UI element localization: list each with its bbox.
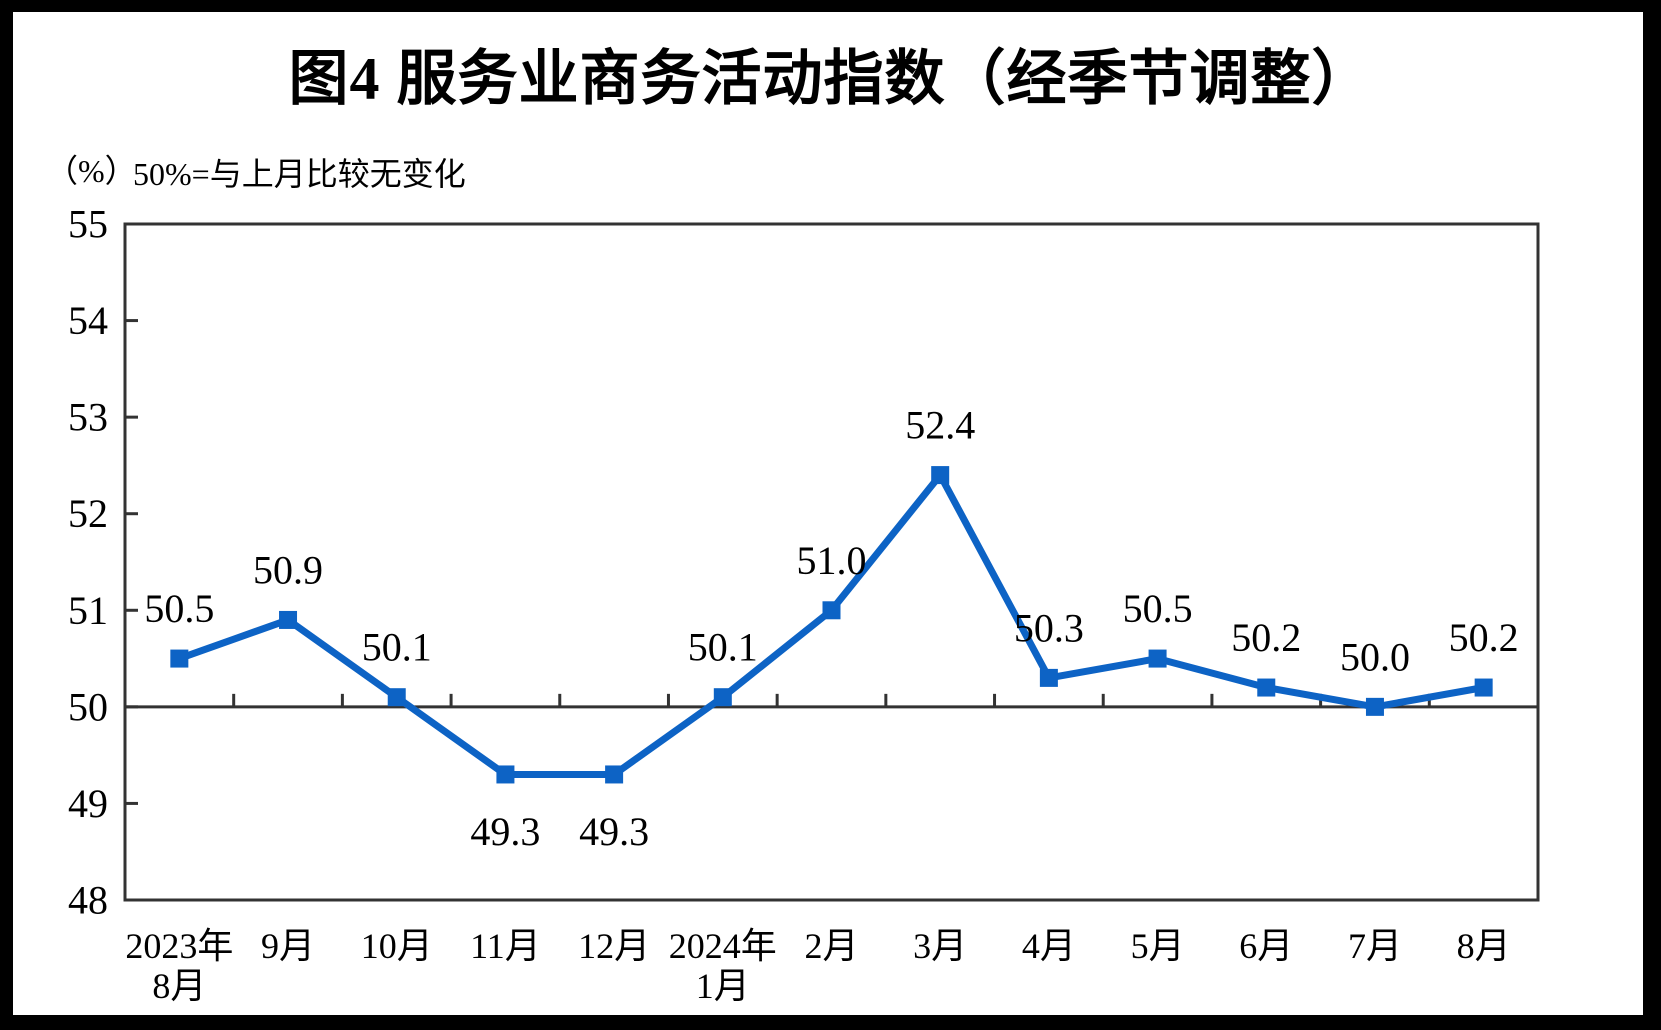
y-axis-label: 48: [68, 878, 108, 923]
page-background: [13, 12, 1643, 1015]
data-point-label: 50.1: [362, 625, 432, 670]
data-point-marker: [1257, 678, 1276, 697]
data-point-marker: [279, 610, 298, 629]
plot-border: [123, 222, 1540, 902]
data-point-label: 50.0: [1340, 634, 1410, 679]
data-point-label: 50.9: [253, 547, 323, 592]
data-point-marker: [605, 765, 624, 784]
y-axis-label: 52: [68, 491, 108, 536]
y-axis-label: 51: [68, 588, 108, 633]
y-axis-label: 54: [68, 298, 108, 343]
y-axis-label: 49: [68, 781, 108, 826]
data-point-marker: [1474, 678, 1493, 697]
data-point-label: 51.0: [797, 538, 867, 583]
data-point-marker: [822, 601, 841, 620]
data-point-label: 50.5: [144, 586, 214, 631]
data-point-marker: [496, 765, 515, 784]
data-point-marker: [931, 466, 950, 485]
y-axis-label: 53: [68, 395, 108, 440]
data-point-marker: [1148, 649, 1167, 668]
data-point-label: 52.4: [905, 403, 975, 448]
x-axis-label: 3月: [913, 926, 967, 966]
x-axis-label: 9月: [261, 926, 315, 966]
data-point-marker: [713, 688, 732, 707]
x-axis-label: 10月: [361, 926, 433, 966]
data-point-label: 50.2: [1449, 615, 1519, 660]
x-axis-label: 2024年 1月: [669, 926, 777, 1006]
x-axis-label: 8月: [1457, 926, 1511, 966]
y-axis-label: 55: [68, 202, 108, 247]
x-axis-label: 6月: [1239, 926, 1293, 966]
data-point-marker: [387, 688, 406, 707]
data-point-label: 50.2: [1231, 615, 1301, 660]
x-axis-label: 7月: [1348, 926, 1402, 966]
x-axis-label: 11月: [470, 926, 541, 966]
reference-line-note: 50%=与上月比较无变化: [133, 156, 466, 192]
y-axis-label: 50: [68, 684, 108, 729]
x-axis-label: 12月: [578, 926, 650, 966]
data-point-marker: [1039, 668, 1058, 687]
data-point-label: 50.1: [688, 625, 758, 670]
x-axis-label: 2023年 8月: [125, 926, 233, 1006]
data-point-label: 49.3: [470, 809, 540, 854]
data-point-label: 50.3: [1014, 605, 1084, 650]
x-axis-label: 2月: [804, 926, 858, 966]
data-point-marker: [170, 649, 189, 668]
x-axis-label: 5月: [1131, 926, 1185, 966]
x-axis-label: 4月: [1022, 926, 1076, 966]
chart-title: 图4 服务业商务活动指数（经季节调整）: [288, 46, 1373, 112]
y-axis-unit-label: （%）: [46, 153, 137, 189]
data-point-label: 49.3: [579, 809, 649, 854]
data-point-marker: [1365, 697, 1384, 716]
data-point-label: 50.5: [1123, 586, 1193, 631]
